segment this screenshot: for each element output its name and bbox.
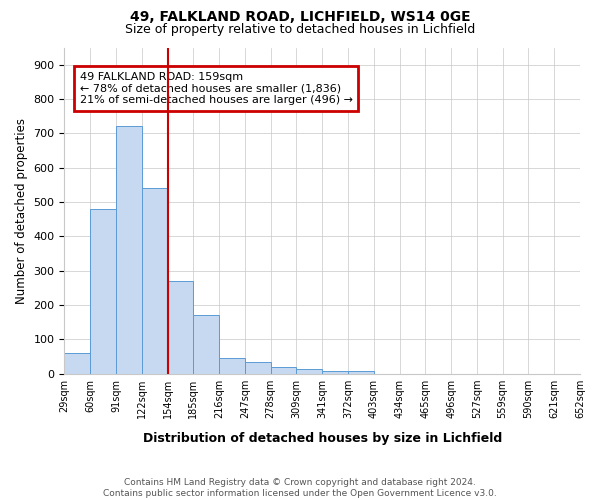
Bar bbox=[142, 188, 167, 374]
Bar bbox=[116, 126, 142, 374]
Bar bbox=[167, 281, 193, 374]
Text: Contains HM Land Registry data © Crown copyright and database right 2024.
Contai: Contains HM Land Registry data © Crown c… bbox=[103, 478, 497, 498]
Bar bbox=[271, 367, 296, 374]
Bar bbox=[90, 209, 116, 374]
Bar bbox=[193, 316, 219, 374]
Bar bbox=[245, 362, 271, 374]
Bar bbox=[348, 371, 374, 374]
X-axis label: Distribution of detached houses by size in Lichfield: Distribution of detached houses by size … bbox=[143, 432, 502, 445]
Text: Size of property relative to detached houses in Lichfield: Size of property relative to detached ho… bbox=[125, 22, 475, 36]
Bar bbox=[64, 353, 90, 374]
Bar bbox=[322, 371, 348, 374]
Text: 49 FALKLAND ROAD: 159sqm
← 78% of detached houses are smaller (1,836)
21% of sem: 49 FALKLAND ROAD: 159sqm ← 78% of detach… bbox=[80, 72, 353, 105]
Bar bbox=[219, 358, 245, 374]
Text: 49, FALKLAND ROAD, LICHFIELD, WS14 0GE: 49, FALKLAND ROAD, LICHFIELD, WS14 0GE bbox=[130, 10, 470, 24]
Bar bbox=[296, 368, 322, 374]
Y-axis label: Number of detached properties: Number of detached properties bbox=[15, 118, 28, 304]
